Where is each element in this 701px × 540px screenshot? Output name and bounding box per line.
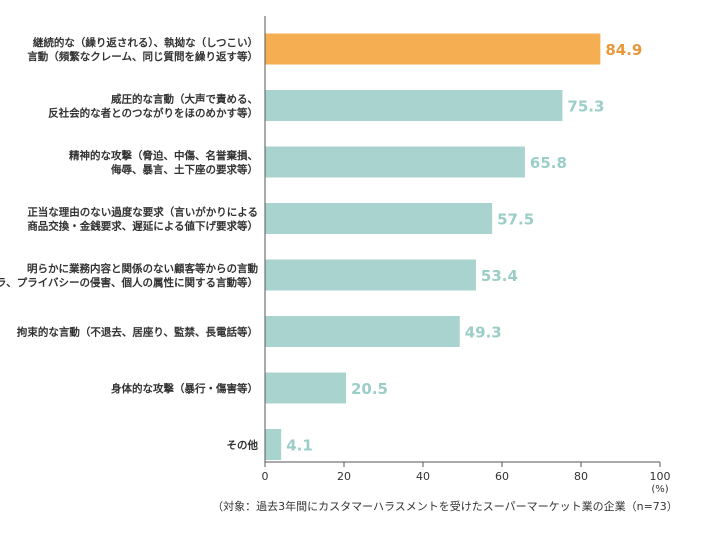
category-label: 明らかに業務内容と関係のない顧客等からの言動 <box>27 262 258 275</box>
bar <box>265 146 525 178</box>
x-tick-label: 100 <box>650 470 671 483</box>
x-tick-label: 40 <box>416 470 430 483</box>
bars <box>265 33 601 460</box>
category-label: （セクハラ、プライバシーの侵害、個人の属性に関する言動等） <box>0 276 258 289</box>
bar <box>265 429 282 460</box>
x-tick-label: 80 <box>574 470 588 483</box>
x-tick-label: 0 <box>262 470 269 483</box>
category-label: 拘束的な言動（不退去、居座り、監禁、長電話等） <box>17 326 258 339</box>
x-tick-label: 20 <box>337 470 351 483</box>
value-label: 20.5 <box>351 380 388 398</box>
category-labels: 継続的な（繰り返される）、執拗な（しつこい）言動（頻繁なクレーム、同じ質問を繰り… <box>0 36 258 452</box>
category-label: その他 <box>227 439 259 452</box>
category-label: 反社会的な者とのつながりをほのめかす等） <box>48 107 258 120</box>
category-label: 言動（頻繁なクレーム、同じ質問を繰り返す等） <box>27 50 258 63</box>
category-label: 身体的な攻撃（暴行・傷害等） <box>111 382 258 395</box>
bar <box>265 316 460 347</box>
category-label: 商品交換・金銭要求、遅延による値下げ要求等） <box>27 220 258 233</box>
value-label: 53.4 <box>481 267 518 285</box>
category-label: 正当な理由のない過度な要求（言いがかりによる <box>27 206 258 219</box>
value-label: 75.3 <box>567 98 604 116</box>
category-label: 精神的な攻撃（脅迫、中傷、名誉棄損、 <box>69 149 258 162</box>
value-label: 84.9 <box>605 41 642 59</box>
x-unit-label: (%) <box>651 484 668 495</box>
x-axis: 0 20 40 60 80 100(%) <box>262 16 671 495</box>
category-label: 継続的な（繰り返される）、執拗な（しつこい） <box>33 36 258 49</box>
bar <box>265 90 563 121</box>
footnote: （対象：過去3年間にカスタマーハラスメントを受けたスーパーマーケット業の企業（n… <box>212 500 678 513</box>
value-labels: 84.9 75.3 65.8 57.5 53.4 49.3 20.5 4.1 <box>286 41 642 455</box>
category-label: 威圧的な言動（大声で責める、 <box>111 93 258 106</box>
category-label: 侮辱、暴言、土下座の要求等） <box>111 163 258 176</box>
bar <box>265 259 476 291</box>
value-label: 49.3 <box>465 324 502 342</box>
value-label: 65.8 <box>530 154 567 172</box>
x-tick-label: 60 <box>495 470 509 483</box>
value-label: 4.1 <box>286 437 313 455</box>
bar <box>265 203 493 234</box>
value-label: 57.5 <box>497 211 534 229</box>
bar <box>265 33 601 65</box>
bar <box>265 372 346 404</box>
